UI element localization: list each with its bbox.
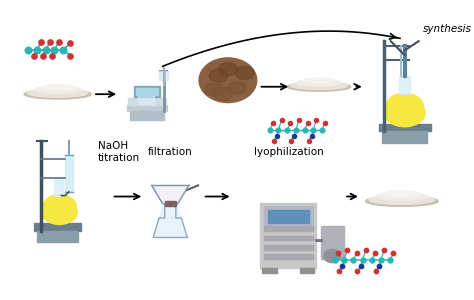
Bar [399,76,410,94]
Polygon shape [154,218,187,236]
Ellipse shape [228,81,246,94]
Ellipse shape [34,86,81,94]
Ellipse shape [214,88,233,101]
Polygon shape [159,204,182,218]
Text: synthesis: synthesis [423,24,472,34]
Bar [379,124,431,131]
Ellipse shape [303,78,335,83]
Ellipse shape [210,69,228,82]
Bar [264,206,312,226]
Bar [164,201,176,206]
Ellipse shape [384,99,425,127]
Bar [134,86,160,97]
Ellipse shape [384,191,420,197]
Ellipse shape [297,80,341,86]
Bar [264,226,312,231]
Bar [127,105,167,111]
Ellipse shape [41,85,74,90]
Ellipse shape [386,93,423,119]
Bar [159,71,168,80]
Bar [130,111,164,120]
Bar [262,268,277,273]
Ellipse shape [205,83,223,96]
Polygon shape [152,185,189,204]
Ellipse shape [199,58,257,103]
Ellipse shape [236,66,254,79]
Ellipse shape [27,89,88,97]
Ellipse shape [287,82,351,91]
Bar [54,179,63,196]
Bar [264,254,312,259]
FancyBboxPatch shape [137,92,155,104]
Ellipse shape [42,200,77,224]
Ellipse shape [24,89,91,99]
Bar [35,224,81,231]
Ellipse shape [219,63,237,76]
Text: NaOH
titration: NaOH titration [98,141,140,163]
Ellipse shape [291,82,347,89]
Bar [383,131,427,143]
Bar [264,236,312,240]
Bar [268,209,309,223]
Ellipse shape [369,195,435,204]
Text: filtration: filtration [148,147,192,157]
Bar [264,245,312,250]
Bar [136,88,158,95]
Bar [37,231,78,242]
Bar [261,203,316,268]
Bar [321,226,344,259]
Ellipse shape [324,250,340,262]
Bar [65,155,73,192]
Ellipse shape [43,195,76,219]
Bar [300,268,314,273]
Bar [128,98,165,105]
Ellipse shape [365,196,438,206]
Ellipse shape [376,193,427,200]
Text: lyophilization: lyophilization [254,147,323,157]
